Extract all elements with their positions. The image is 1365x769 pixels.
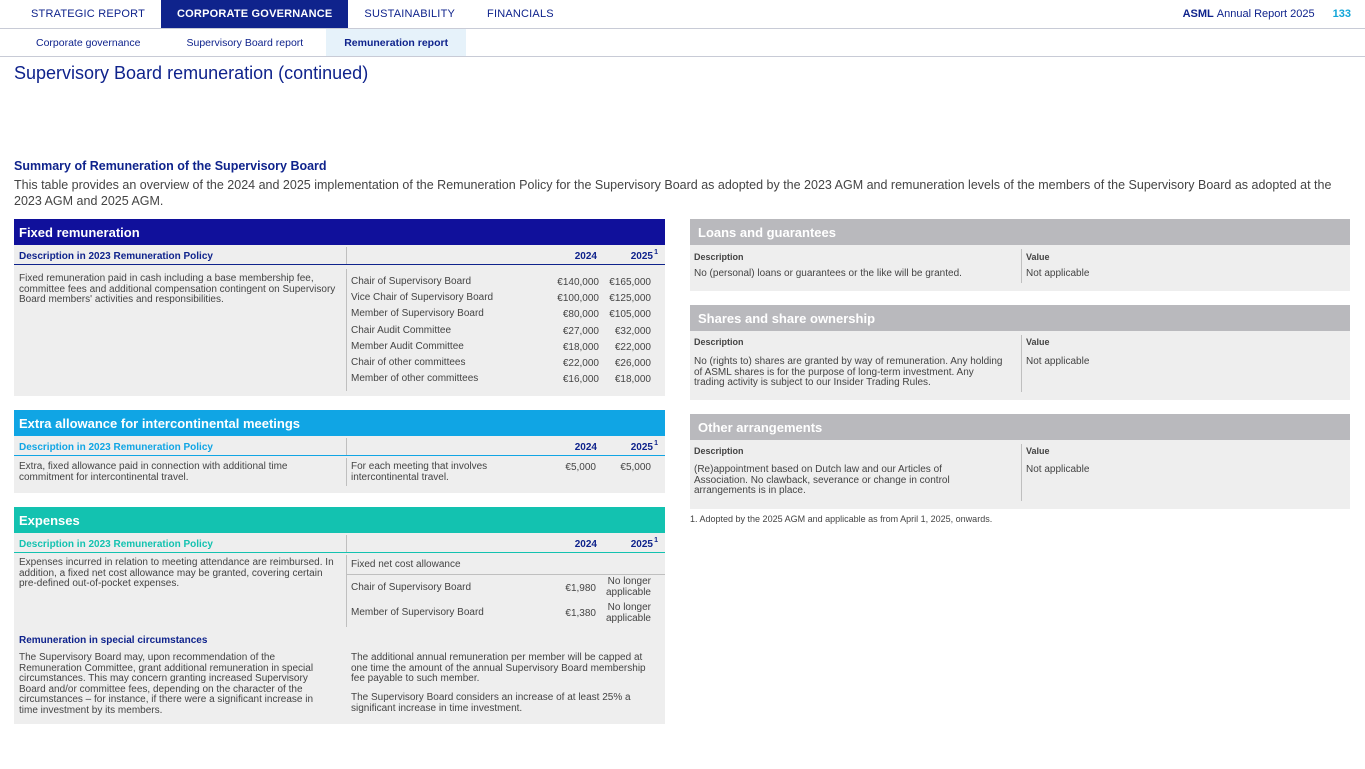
loans-header: Loans and guarantees [690,219,1350,245]
fixed-row-label: Chair of Supervisory Board [351,276,472,287]
loans-col-value: Value [1026,252,1050,262]
other-arrangements-panel: Other arrangements Description Value (Re… [690,414,1350,509]
footnote-ref: 1 [654,537,658,544]
other-arrangements-header: Other arrangements [690,414,1350,440]
fixed-row-value-2024: €27,000 [562,325,599,337]
other-description: (Re)appointment based on Dutch law and o… [694,464,950,496]
top-navigation: STRATEGIC REPORT CORPORATE GOVERNANCE SU… [0,0,1365,29]
special-circumstances-title: Remuneration in special circumstances [19,635,208,646]
other-col-value: Value [1026,446,1050,456]
column-description: Description in 2023 Remuneration Policy [19,539,213,550]
fixed-row-label: Member of other committees [351,373,479,385]
extra-column-header: Description in 2023 Remuneration Policy … [14,436,665,456]
loans-col-description: Description [694,252,744,262]
other-value: Not applicable [1026,464,1090,475]
expenses-column-header: Description in 2023 Remuneration Policy … [14,533,665,553]
subtab-supervisory-board-report[interactable]: Supervisory Board report [186,36,304,49]
special-circumstances-text: The Supervisory Board may, upon recommen… [19,652,314,716]
fixed-row-value-2025: €22,000 [614,341,651,353]
subtab-remuneration-report[interactable]: Remuneration report [326,29,467,56]
fixed-net-cost-allowance-title: Fixed net cost allowance [351,559,461,570]
fixed-remuneration-header: Fixed remuneration [14,219,665,245]
expenses-row-value-2024: €1,380 [565,608,596,619]
fixed-row-label: Vice Chair of Supervisory Board [351,292,494,304]
fixed-column-header: Description in 2023 Remuneration Policy … [14,245,665,265]
extra-value-2025: €5,000 [620,462,651,473]
column-description: Description in 2023 Remuneration Policy [19,251,213,262]
fixed-row-value-2024: €16,000 [562,374,599,386]
shares-description: No (rights to) shares are granted by way… [694,356,1003,388]
expenses-row-label: Chair of Supervisory Board [351,582,472,593]
expenses-row-value-2024: €1,980 [565,583,596,594]
expenses-row-value-2025: No longer applicable [605,576,651,598]
tab-sustainability[interactable]: SUSTAINABILITY [364,8,456,20]
fixed-row-value-2024: €22,000 [562,358,599,369]
fixed-row-value-2025: €125,000 [609,293,651,305]
loans-value: Not applicable [1026,268,1090,279]
column-2024: 2024 [574,251,597,262]
fixed-row-value-2024: €80,000 [562,309,599,321]
column-2024: 2024 [574,539,597,550]
footnote-ref: 1 [654,440,658,447]
column-description: Description in 2023 Remuneration Policy [19,442,213,453]
special-circumstances-threshold: The Supervisory Board considers an incre… [351,692,631,714]
column-2025: 2025 [630,251,653,262]
loans-description: No (personal) loans or guarantees or the… [694,268,962,279]
report-title: Annual Report 2025 [1216,8,1315,20]
shares-header: Shares and share ownership [690,305,1350,331]
shares-panel: Shares and share ownership Description V… [690,305,1350,400]
extra-allowance-panel: Extra allowance for intercontinental mee… [14,410,665,493]
fixed-row-value-2025: €165,000 [609,277,651,288]
column-2025: 2025 [630,539,653,550]
tab-financials[interactable]: FINANCIALS [487,8,554,20]
section-title: Summary of Remuneration of the Superviso… [14,159,327,173]
fixed-row-label: Member Audit Committee [351,340,464,352]
fixed-row-value-2024: €140,000 [557,277,599,288]
tab-strategic-report[interactable]: STRATEGIC REPORT [31,8,146,20]
expenses-row-label: Member of Supervisory Board [351,607,484,618]
report-brand: ASML Annual Report 2025 133 [1183,0,1365,28]
column-2025: 2025 [630,442,653,453]
footnote: 1. Adopted by the 2025 AGM and applicabl… [690,514,993,524]
expenses-row-value-2025: No longer applicable [605,602,651,624]
page-title: Supervisory Board remuneration (continue… [14,63,369,83]
footnote-ref: 1 [654,249,658,256]
fixed-remuneration-panel: Fixed remuneration Description in 2023 R… [14,219,665,396]
fixed-description: Fixed remuneration paid in cash includin… [19,273,336,305]
fixed-row-label: Chair Audit Committee [351,324,452,336]
extra-allowance-header: Extra allowance for intercontinental mee… [14,410,665,436]
fixed-row-label: Member of Supervisory Board [351,308,484,320]
fixed-row-value-2024: €100,000 [557,293,599,305]
fixed-row-value-2025: €32,000 [614,325,651,337]
shares-col-value: Value [1026,337,1050,347]
brand-name: ASML [1182,8,1214,20]
fixed-row-value-2025: €105,000 [609,309,651,321]
page-number: 133 [1332,8,1351,20]
fixed-row-value-2024: €18,000 [562,341,599,353]
expenses-header: Expenses [14,507,665,533]
fixed-row-value-2025: €18,000 [614,374,651,386]
expenses-description: Expenses incurred in relation to meeting… [19,557,334,589]
special-circumstances-cap: The additional annual remuneration per m… [351,652,646,684]
sub-navigation: Corporate governance Supervisory Board r… [0,29,1365,57]
section-intro: This table provides an overview of the 2… [14,178,1332,208]
shares-value: Not applicable [1026,356,1090,367]
expenses-panel: Expenses Description in 2023 Remuneratio… [14,507,665,724]
subtab-corporate-governance[interactable]: Corporate governance [36,36,141,49]
extra-value-2024: €5,000 [565,462,596,473]
shares-col-description: Description [694,337,744,347]
tab-corporate-governance[interactable]: CORPORATE GOVERNANCE [161,0,349,28]
other-col-description: Description [694,446,744,456]
column-2024: 2024 [574,442,597,453]
extra-label: For each meeting that involves intercont… [351,461,488,483]
loans-panel: Loans and guarantees Description Value N… [690,219,1350,291]
fixed-row-value-2025: €26,000 [614,358,651,369]
extra-description: Extra, fixed allowance paid in connectio… [19,461,288,483]
fixed-row-label: Chair of other committees [351,357,466,368]
